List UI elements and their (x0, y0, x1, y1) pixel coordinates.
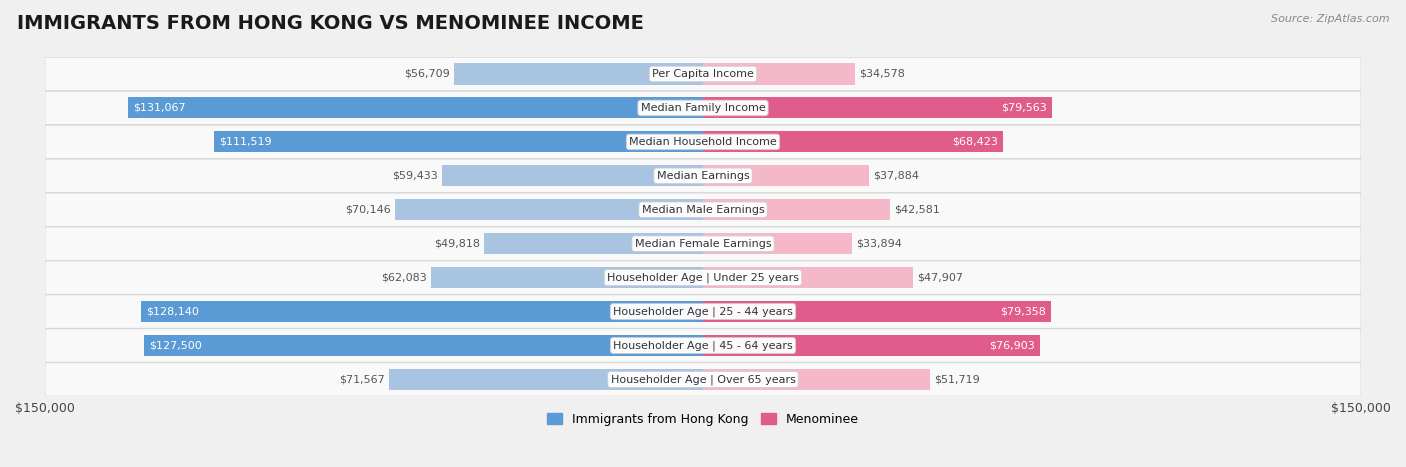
Text: $79,358: $79,358 (1000, 306, 1046, 317)
Bar (703, 98, 1052, 119)
Text: $33,894: $33,894 (856, 239, 901, 249)
Text: $111,519: $111,519 (219, 137, 271, 147)
Bar (703, 131, 1002, 152)
FancyBboxPatch shape (45, 295, 1361, 328)
Bar (443, 165, 703, 186)
Text: Householder Age | 25 - 44 years: Householder Age | 25 - 44 years (613, 306, 793, 317)
Text: $37,884: $37,884 (873, 171, 920, 181)
FancyBboxPatch shape (45, 261, 1361, 294)
Text: Median Female Earnings: Median Female Earnings (634, 239, 772, 249)
Text: $34,578: $34,578 (859, 69, 904, 79)
FancyBboxPatch shape (45, 125, 1361, 159)
Bar (703, 165, 869, 186)
Text: $76,903: $76,903 (990, 340, 1035, 351)
Text: $68,423: $68,423 (952, 137, 998, 147)
Bar (703, 335, 1040, 356)
Text: $79,563: $79,563 (1001, 103, 1047, 113)
Bar (141, 301, 703, 322)
FancyBboxPatch shape (45, 159, 1361, 192)
Bar (454, 64, 703, 85)
Text: $42,581: $42,581 (894, 205, 939, 215)
Text: Householder Age | Over 65 years: Householder Age | Over 65 years (610, 374, 796, 385)
Text: $59,433: $59,433 (392, 171, 439, 181)
Text: IMMIGRANTS FROM HONG KONG VS MENOMINEE INCOME: IMMIGRANTS FROM HONG KONG VS MENOMINEE I… (17, 14, 644, 33)
Text: Median Earnings: Median Earnings (657, 171, 749, 181)
Text: $70,146: $70,146 (346, 205, 391, 215)
FancyBboxPatch shape (45, 329, 1361, 362)
FancyBboxPatch shape (45, 363, 1361, 396)
Text: $56,709: $56,709 (405, 69, 450, 79)
FancyBboxPatch shape (45, 57, 1361, 91)
Legend: Immigrants from Hong Kong, Menominee: Immigrants from Hong Kong, Menominee (541, 408, 865, 431)
Bar (430, 267, 703, 288)
Text: $127,500: $127,500 (149, 340, 201, 351)
Text: Per Capita Income: Per Capita Income (652, 69, 754, 79)
Bar (703, 199, 890, 220)
Text: $49,818: $49,818 (434, 239, 481, 249)
Text: Householder Age | Under 25 years: Householder Age | Under 25 years (607, 272, 799, 283)
Bar (143, 335, 703, 356)
Text: $51,719: $51,719 (934, 375, 980, 384)
Bar (703, 267, 912, 288)
Text: Median Household Income: Median Household Income (628, 137, 778, 147)
Text: $71,567: $71,567 (339, 375, 385, 384)
Bar (214, 131, 703, 152)
Text: $128,140: $128,140 (146, 306, 200, 317)
Text: Householder Age | 45 - 64 years: Householder Age | 45 - 64 years (613, 340, 793, 351)
Bar (703, 233, 852, 254)
FancyBboxPatch shape (45, 193, 1361, 226)
Bar (128, 98, 703, 119)
Text: Median Male Earnings: Median Male Earnings (641, 205, 765, 215)
Bar (395, 199, 703, 220)
Bar (703, 369, 929, 390)
Text: $131,067: $131,067 (134, 103, 186, 113)
FancyBboxPatch shape (45, 227, 1361, 261)
FancyBboxPatch shape (45, 91, 1361, 125)
Text: Median Family Income: Median Family Income (641, 103, 765, 113)
Bar (703, 64, 855, 85)
Text: $47,907: $47,907 (917, 273, 963, 283)
Text: $62,083: $62,083 (381, 273, 426, 283)
Text: Source: ZipAtlas.com: Source: ZipAtlas.com (1271, 14, 1389, 24)
Bar (703, 301, 1052, 322)
Bar (389, 369, 703, 390)
Bar (485, 233, 703, 254)
